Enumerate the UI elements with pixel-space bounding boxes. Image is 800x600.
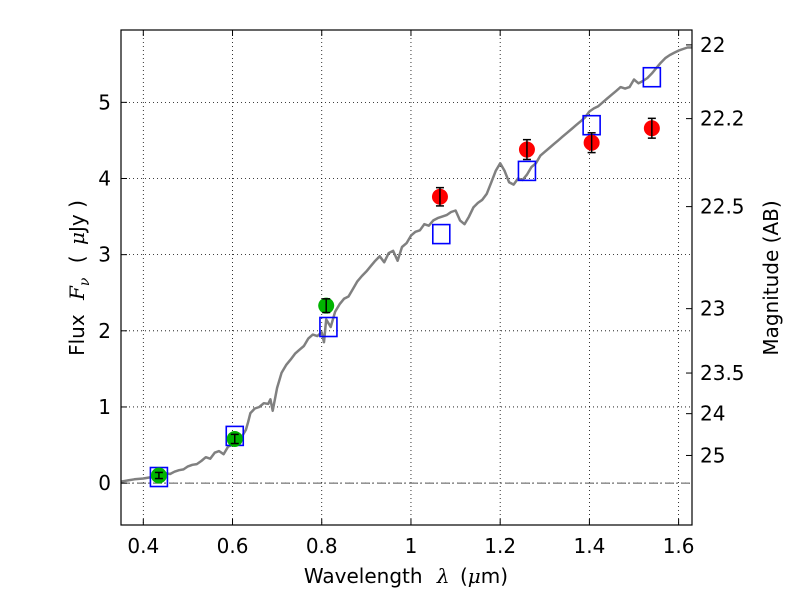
plot-frame (120, 29, 693, 526)
y-axis-label-text: Flux (65, 314, 89, 356)
x-tick-label-2: 0.8 (306, 534, 338, 558)
y-tick-label-1: 1 (98, 395, 111, 419)
y2-axis-label: Magnitude (AB) (759, 200, 783, 355)
x-tick-label-5: 1.4 (573, 534, 605, 558)
x-axis-ticks: 0.4 0.6 0.8 1 1.2 1.4 1.6 (127, 30, 695, 558)
y2-tick-label-3: 23 (700, 297, 725, 321)
observed-photometry-points (150, 117, 660, 484)
y-axis-symbol-sub: ν (77, 277, 93, 286)
y2-tick-label-1: 22.2 (700, 107, 745, 131)
model-square-2 (319, 316, 338, 338)
y-tick-label-0: 0 (98, 471, 111, 495)
model-square-3 (431, 223, 451, 245)
y-tick-label-4: 4 (98, 167, 111, 191)
x-tick-label-6: 1.6 (663, 534, 695, 558)
y-axis-ticks: 0 1 2 3 4 5 (98, 90, 127, 495)
y2-tick-label-5: 24 (700, 402, 725, 426)
x-axis-unit-mu: μ (468, 564, 481, 588)
y-axis-unit-open: ( (65, 255, 89, 263)
y2-tick-label-6: 25 (700, 443, 725, 467)
x-tick-label-3: 1 (405, 534, 418, 558)
y-tick-label-2: 2 (98, 319, 111, 343)
y2-tick-label-0: 22 (700, 33, 725, 57)
y2-tick-label-2: 22.5 (700, 195, 745, 219)
y-axis-unit-mu: μ (65, 232, 89, 245)
y-axis-label: Flux Fν ( μJy ) (65, 200, 94, 356)
model-square-6 (642, 66, 662, 88)
x-axis-unit-open: ( (460, 564, 468, 588)
x-tick-label-4: 1.2 (484, 534, 516, 558)
y-axis-unit-rest: Jy ) (65, 200, 89, 234)
x-axis-label-text: Wavelength (304, 564, 423, 588)
x-axis-label: Wavelength λ (μm) (304, 564, 508, 588)
y-tick-label-5: 5 (98, 90, 111, 114)
x-tick-label-0: 0.4 (127, 534, 159, 558)
y2-axis-ticks: 22 22.2 22.5 23 23.5 24 25 (686, 33, 745, 467)
y-tick-label-3: 3 (98, 243, 111, 267)
model-square-4 (517, 160, 537, 182)
x-tick-label-1: 0.6 (217, 534, 249, 558)
x-axis-unit-rest: m) (481, 564, 508, 588)
y-axis-symbol: F (65, 285, 89, 301)
y2-tick-label-4: 23.5 (700, 361, 745, 385)
x-axis-symbol: λ (436, 564, 450, 588)
